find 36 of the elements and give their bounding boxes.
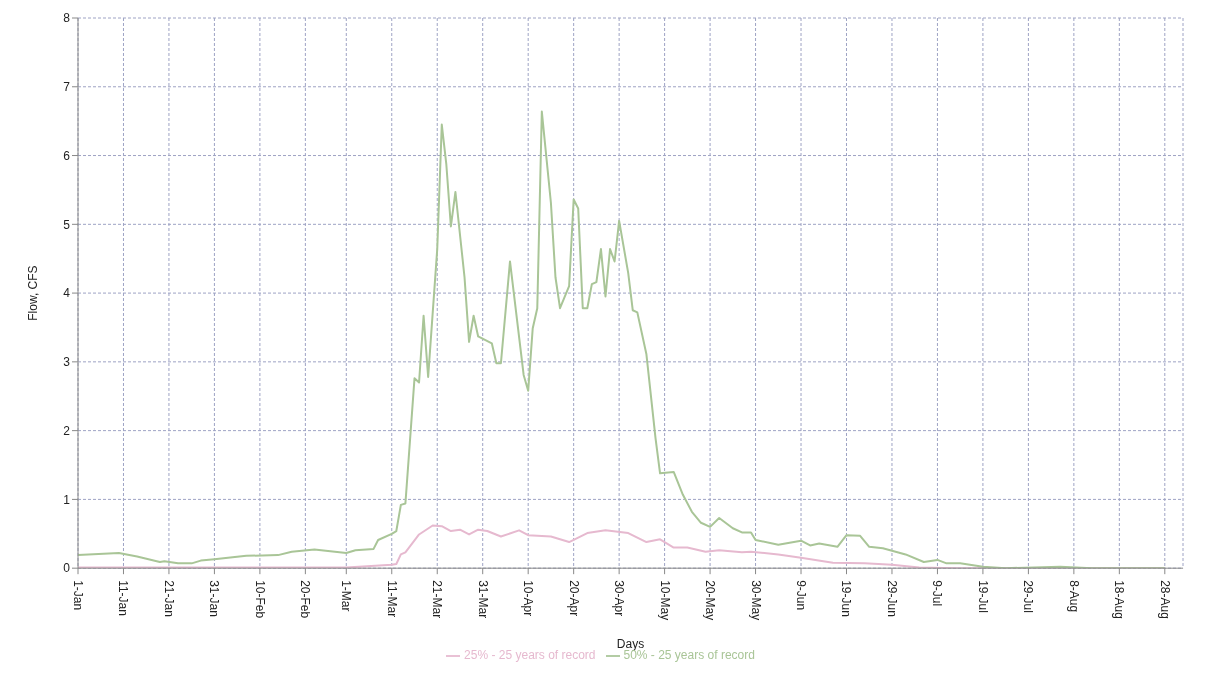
x-tick-label: 20-Apr [566,580,581,617]
x-tick-label: 19-Jul [975,580,990,613]
x-tick-label: 10-Feb [252,580,267,619]
x-tick-label: 8-Aug [1066,580,1081,613]
x-tick-label: 29-Jul [1021,580,1036,613]
y-tick-label: 3 [63,355,71,370]
y-tick-label: 7 [63,80,71,95]
y-tick-label: 2 [63,423,71,438]
x-tick-label: 10-May [657,580,672,621]
legend-label: 25% - 25 years of record [464,648,596,663]
x-tick-label: 9-Jun [794,580,809,611]
x-tick-label: 29-Jun [884,580,899,617]
x-tick-label: 20-Feb [298,580,313,619]
x-tick-label: 9-Jul [930,580,945,607]
y-tick-label: 4 [63,286,71,301]
x-tick-label: 21-Mar [430,580,445,619]
x-tick-label: 19-Jun [839,580,854,617]
x-tick-label: 18-Aug [1112,580,1127,619]
x-tick-label: 31-Jan [207,580,222,617]
y-tick-label: 5 [63,217,71,232]
x-tick-label: 11-Mar [384,580,399,618]
x-tick-label: 30-Apr [612,580,627,617]
y-tick-label: 8 [63,11,71,26]
x-tick-label: 31-Mar [475,580,490,619]
y-tick-label: 6 [63,148,71,163]
x-tick-label: 1-Jan [71,580,85,611]
x-tick-label: 30-May [748,580,763,621]
x-tick-label: 1-Mar [339,580,354,612]
x-tick-label: 28-Aug [1157,580,1172,619]
x-tick-label: 10-Apr [521,580,536,617]
x-tick-label: 11-Jan [116,580,131,616]
y-tick-label: 0 [63,561,71,576]
y-axis-title: Flow, CFS [26,265,41,321]
x-tick-label: 21-Jan [161,580,176,617]
x-tick-label: 20-May [703,580,718,621]
y-tick-label: 1 [63,492,71,507]
